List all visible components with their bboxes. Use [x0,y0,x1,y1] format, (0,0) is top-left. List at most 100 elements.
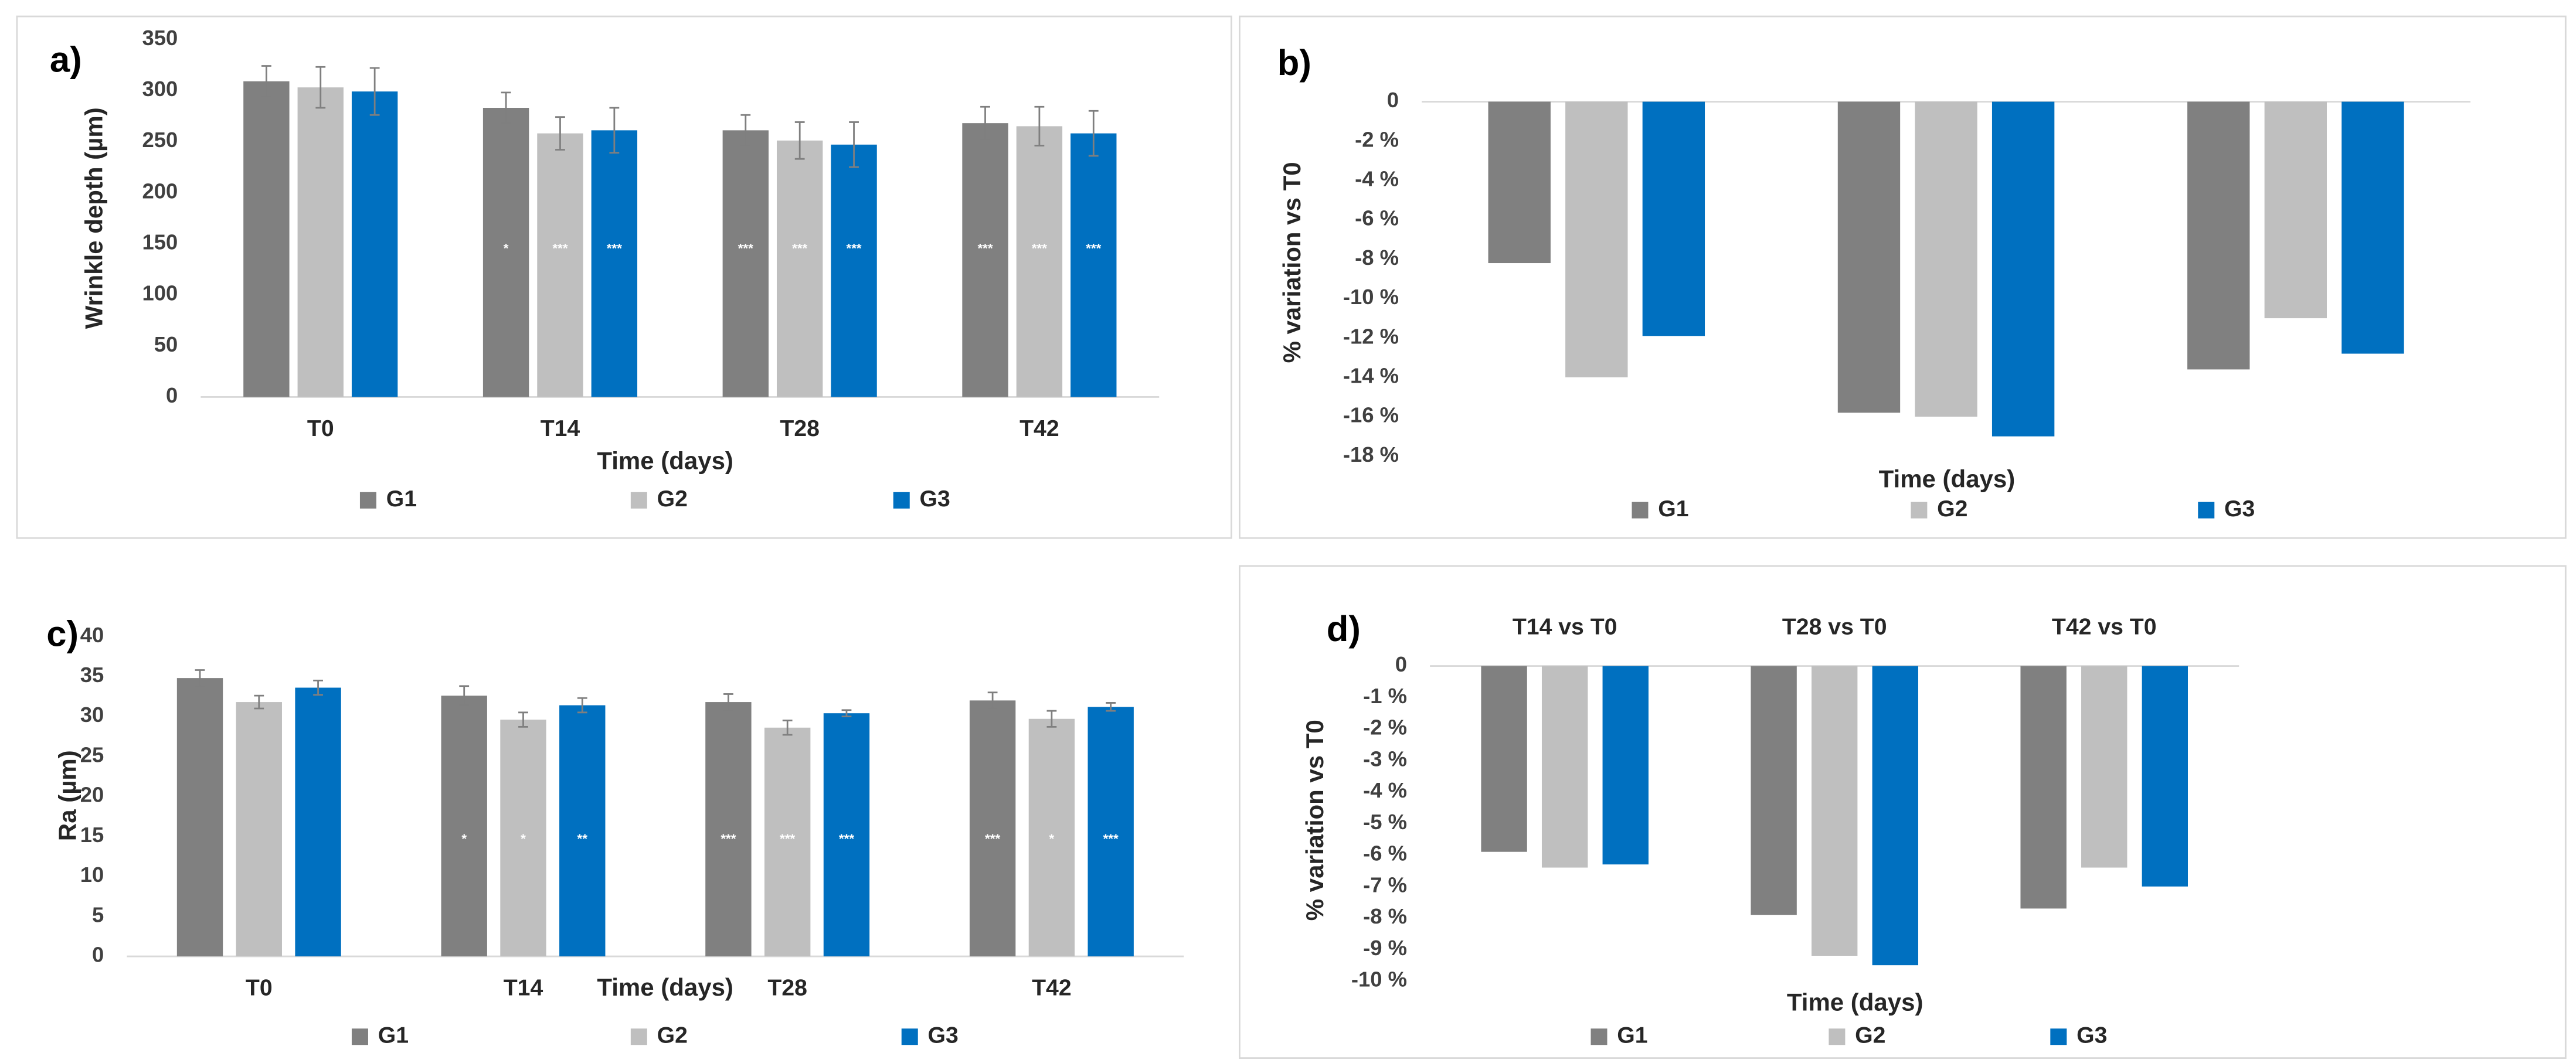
legend-swatch [630,1028,647,1045]
y-tick-label: 100 [142,281,178,305]
y-tick-label: 200 [142,179,178,203]
legend-label: G1 [1658,496,1688,522]
bar [1070,133,1117,397]
error-bar [794,121,805,160]
significance-label: *** [607,241,622,255]
bar [705,702,752,957]
y-tick-label: -8 % [1363,904,1407,928]
y-tick-label: -2 % [1355,127,1399,151]
bar [2187,101,2250,370]
x-tick-label: T42 vs T0 [2052,615,2157,640]
legend-label: G2 [1937,496,1967,522]
x-axis-title: Time (days) [1879,465,2016,492]
significance-label: *** [977,241,993,255]
x-tick-label: T14 [504,975,543,1000]
y-tick-label: 40 [80,623,104,647]
significance-label: * [504,241,509,255]
bar [1992,101,2055,437]
y-tick-label: 5 [92,902,104,926]
panel-frame [16,15,1232,539]
x-tick-label: T42 [1032,975,1072,1000]
x-tick-label: T28 vs T0 [1782,615,1887,640]
x-axis-title: Time (days) [597,973,733,1001]
legend-swatch [1591,1028,1608,1045]
bar [297,87,344,397]
legend-label: G2 [1855,1023,1885,1048]
y-tick-label: 250 [142,128,178,152]
bar [1751,666,1797,915]
y-tick-label: -10 % [1343,285,1399,309]
y-axis-title: Wrinkle depth (µm) [80,107,107,329]
legend-swatch [351,1028,368,1045]
bar [1915,101,1977,417]
error-bar [1046,710,1057,728]
panel-label: a) [50,40,82,80]
y-tick-label: 150 [142,230,178,254]
error-bar [609,107,620,154]
bar [831,144,877,397]
bar [1016,126,1063,397]
y-tick-label: -8 % [1355,246,1399,270]
y-tick-label: -4 % [1363,778,1407,802]
legend-label: G1 [378,1023,409,1048]
y-tick-label: 0 [1387,88,1399,112]
legend-swatch [893,492,910,509]
legend-label: G1 [386,486,417,512]
bar [295,687,341,957]
significance-label: ** [577,832,588,846]
y-axis-title: Ra (µm) [54,750,81,841]
significance-label: * [521,832,526,846]
panel-frame [1239,565,2567,1059]
x-tick-label: T0 [246,975,273,1000]
legend-swatch [901,1028,918,1045]
panel-frame [1239,15,2567,539]
y-tick-label: -16 % [1343,403,1399,427]
x-axis-title: Time (days) [1787,988,1923,1016]
bar [351,91,398,397]
legend-label: G1 [1617,1023,1647,1048]
x-tick-label: T0 [307,416,334,441]
x-tick-label: T42 [1019,416,1059,441]
y-tick-label: 0 [166,383,178,407]
y-tick-label: 300 [142,77,178,101]
bar [2264,101,2327,319]
bar [764,727,811,957]
y-tick-label: -4 % [1355,167,1399,191]
legend-label: G3 [920,486,950,512]
panel-label: b) [1277,43,1311,83]
significance-label: * [1049,832,1055,846]
y-tick-label: -6 % [1355,206,1399,230]
bar [2020,666,2067,909]
legend-swatch [2050,1028,2067,1045]
x-tick-label: T28 [780,416,820,441]
bar [591,130,638,397]
error-bar [313,679,323,696]
error-bar [740,114,751,146]
error-bar [1034,105,1045,146]
y-tick-label: 25 [80,742,104,766]
error-bar [723,693,733,711]
error-bar [459,685,470,706]
y-axis-title: % variation vs T0 [1301,720,1328,921]
legend-swatch [2198,502,2215,519]
bar [236,702,282,957]
error-bar [577,697,587,714]
significance-label: *** [1086,241,1101,255]
y-tick-label: -14 % [1343,363,1399,387]
bar [243,81,290,397]
y-tick-label: -1 % [1363,684,1407,708]
error-bar [980,105,990,141]
significance-label: *** [721,832,736,846]
y-tick-label: -5 % [1363,810,1407,834]
error-bar [261,65,271,98]
significance-label: *** [839,832,854,846]
y-tick-label: 50 [154,332,178,356]
y-tick-label: 30 [80,703,104,727]
bar [1488,101,1551,264]
bar [962,123,1008,397]
error-bar [987,691,998,710]
error-bar [555,116,565,151]
significance-label: *** [780,832,795,846]
